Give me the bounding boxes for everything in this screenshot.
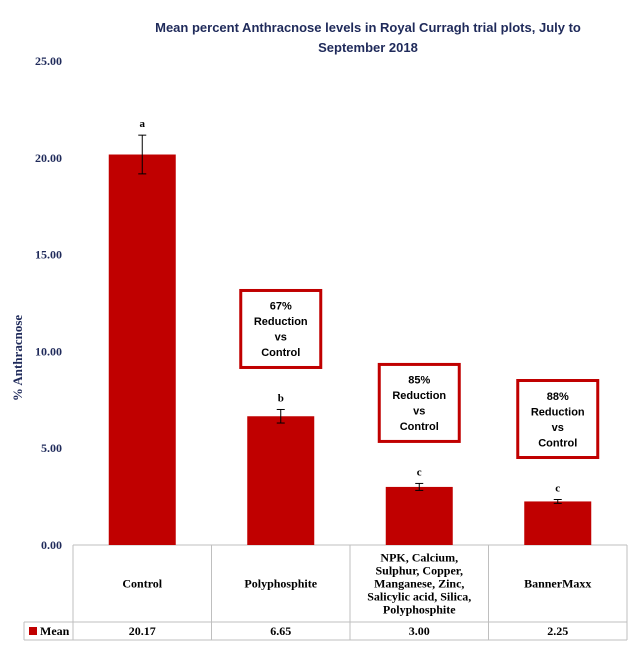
bar-2 <box>385 486 453 545</box>
y-tick-label: 10.00 <box>35 344 62 358</box>
y-tick-label: 15.00 <box>35 248 62 262</box>
table-value-1: 6.65 <box>270 624 291 638</box>
y-axis-label: % Anthracnose <box>10 315 25 402</box>
reduction-box-3 <box>516 379 600 460</box>
category-label-1: Polyphosphite <box>244 577 317 591</box>
reduction-text-1: vs <box>275 332 287 344</box>
reduction-text-3: Reduction <box>531 406 585 418</box>
reduction-text-2: 85% <box>408 375 430 387</box>
reduction-text-1: 67% <box>270 301 292 313</box>
significance-label-1: b <box>278 392 284 404</box>
chart-title-line-2: September 2018 <box>318 40 418 55</box>
y-tick-label: 20.00 <box>35 151 62 165</box>
category-label-3: BannerMaxx <box>524 577 591 591</box>
reduction-box-2 <box>377 362 461 443</box>
reduction-text-1: Control <box>261 347 300 359</box>
y-tick-label: 0.00 <box>41 538 62 552</box>
chart-title-line-1: Mean percent Anthracnose levels in Royal… <box>155 20 581 35</box>
table-value-0: 20.17 <box>129 624 156 638</box>
y-tick-label: 25.00 <box>35 54 62 68</box>
reduction-text-2: Reduction <box>392 390 446 402</box>
significance-label-0: a <box>140 118 146 130</box>
reduction-text-3: Control <box>538 437 577 449</box>
reduction-text-2: vs <box>413 406 425 418</box>
y-tick-label: 5.00 <box>41 441 62 455</box>
category-label-2: Polyphosphite <box>383 603 456 617</box>
bar-0 <box>108 154 176 546</box>
bar-3 <box>524 501 592 545</box>
category-label-2: Salicylic acid, Silica, <box>367 590 471 604</box>
reduction-text-3: vs <box>552 422 564 434</box>
reduction-text-1: Reduction <box>254 316 308 328</box>
category-label-2: Sulphur, Copper, <box>376 564 464 578</box>
reduction-text-2: Control <box>400 421 439 433</box>
category-label-0: Control <box>122 577 162 591</box>
reduction-box-1 <box>239 288 323 369</box>
category-label-2: NPK, Calcium, <box>380 551 458 565</box>
bar-1 <box>247 416 315 545</box>
chart-marks: 0.00 5.00 10.00 15.00 20.00 25.00 Mean a Control… <box>23 54 628 641</box>
table-value-2: 3.00 <box>409 624 430 638</box>
legend-label-mean: Mean <box>40 624 70 638</box>
category-label-2: Manganese, Zinc, <box>374 577 464 591</box>
table-value-3: 2.25 <box>547 624 568 638</box>
significance-label-3: c <box>555 483 560 495</box>
legend-swatch-mean <box>29 627 37 635</box>
significance-label-2: c <box>417 466 422 478</box>
reduction-text-3: 88% <box>547 391 569 403</box>
